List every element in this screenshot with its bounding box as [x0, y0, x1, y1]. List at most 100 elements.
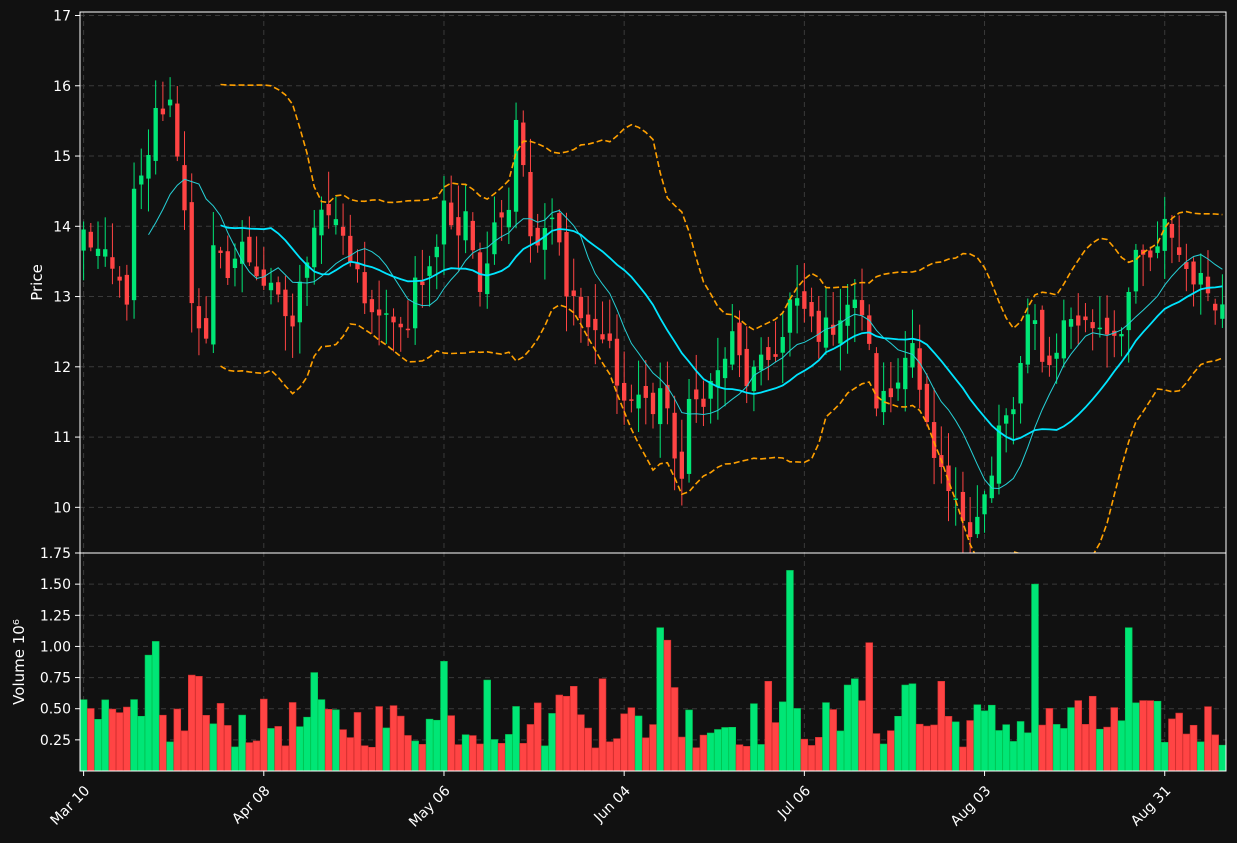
candle-body: [794, 298, 800, 306]
volume-bar: [1168, 718, 1176, 772]
volume-bar: [750, 703, 758, 772]
candle-body: [420, 281, 425, 286]
date-tick-label: Aug 03: [948, 783, 994, 829]
candle: [816, 295, 821, 359]
candle-body: [153, 107, 158, 161]
candle: [412, 256, 418, 345]
volume-bar: [915, 723, 924, 772]
volume-bar: [966, 720, 974, 772]
candle-body: [737, 322, 742, 356]
candle: [139, 148, 144, 210]
volume-bar: [1067, 707, 1075, 772]
candle: [1011, 397, 1016, 445]
candle: [939, 426, 944, 484]
candle-body: [528, 171, 533, 237]
volume-bar: [123, 706, 131, 772]
volume-bar: [865, 642, 873, 772]
candle: [449, 175, 454, 230]
candle-body: [643, 385, 648, 398]
volume-bar: [742, 746, 751, 772]
candle-body: [297, 281, 302, 323]
volume-bar: [656, 627, 664, 772]
volume-bar: [397, 715, 405, 772]
candle: [888, 361, 894, 413]
candles: [81, 77, 1225, 553]
volume-bar: [260, 698, 268, 772]
volume-panel-frame: [79, 552, 1227, 772]
volume-bar: [872, 733, 881, 772]
candle: [95, 221, 101, 269]
candle-body: [686, 398, 692, 474]
volume-bar: [944, 716, 953, 772]
candle-body: [838, 320, 843, 344]
candle-body: [232, 258, 238, 269]
volume-bar: [483, 679, 491, 772]
candle: [196, 288, 202, 356]
band-upper-line: [220, 83, 1223, 331]
volume-bar: [721, 727, 729, 772]
candle-body: [283, 289, 288, 317]
candle-body: [600, 334, 605, 340]
volume-bar: [317, 699, 326, 772]
volume-bar: [505, 734, 513, 772]
volume-bar: [79, 699, 88, 772]
volume-bar: [908, 683, 917, 772]
volume-bar: [562, 695, 571, 772]
candle: [823, 287, 829, 355]
candle-body: [852, 299, 857, 308]
volume-bar: [606, 741, 614, 772]
date-tick-label: Mar 10: [48, 783, 94, 829]
candle-body: [1155, 246, 1160, 253]
candle-body: [1097, 327, 1103, 330]
volume-bar: [368, 746, 376, 772]
candle: [1090, 309, 1095, 351]
candle: [1126, 287, 1131, 363]
candle-body: [340, 226, 346, 236]
volume-bar: [159, 714, 167, 772]
volume-bar: [548, 713, 556, 772]
candle-body: [708, 380, 713, 399]
volume-bar: [238, 714, 246, 772]
candle: [1162, 196, 1167, 279]
candle-body: [196, 306, 202, 329]
candle-body: [1162, 218, 1167, 251]
volume-bar: [224, 725, 232, 772]
volume-bar: [1024, 732, 1032, 772]
candle-body: [1047, 355, 1052, 366]
volume-bar: [843, 684, 852, 772]
candle-body: [1004, 415, 1009, 424]
candle-body: [1104, 317, 1110, 335]
volume-bar: [678, 736, 686, 772]
candle-body: [578, 296, 584, 319]
candle-body: [240, 241, 245, 264]
candle-body: [1032, 320, 1038, 324]
candle-body: [751, 366, 757, 392]
candle-body: [369, 299, 375, 313]
candle: [355, 249, 360, 283]
volume-bar: [779, 701, 787, 772]
candle-body: [146, 155, 151, 179]
volume-bar: [519, 743, 527, 772]
candle: [261, 247, 266, 291]
candle: [485, 231, 490, 309]
candle-body: [110, 257, 115, 269]
volume-bar: [836, 730, 845, 772]
volume-bar: [851, 678, 859, 772]
band-lower-line: [220, 304, 1223, 553]
indicator-lines: [148, 83, 1223, 553]
volume-bar: [267, 728, 275, 772]
candle: [694, 354, 699, 423]
candle: [218, 246, 223, 269]
candle-body: [449, 202, 454, 226]
volume-bar: [1218, 744, 1227, 772]
candle: [420, 249, 425, 308]
volume-bar: [822, 702, 830, 772]
candle-body: [535, 227, 540, 246]
candle: [463, 183, 468, 254]
volume-bar: [195, 676, 203, 772]
candle-body: [701, 398, 706, 407]
volume-bar: [389, 705, 398, 772]
candle-body: [319, 209, 324, 236]
candle: [571, 258, 576, 326]
candle-body: [81, 229, 86, 251]
